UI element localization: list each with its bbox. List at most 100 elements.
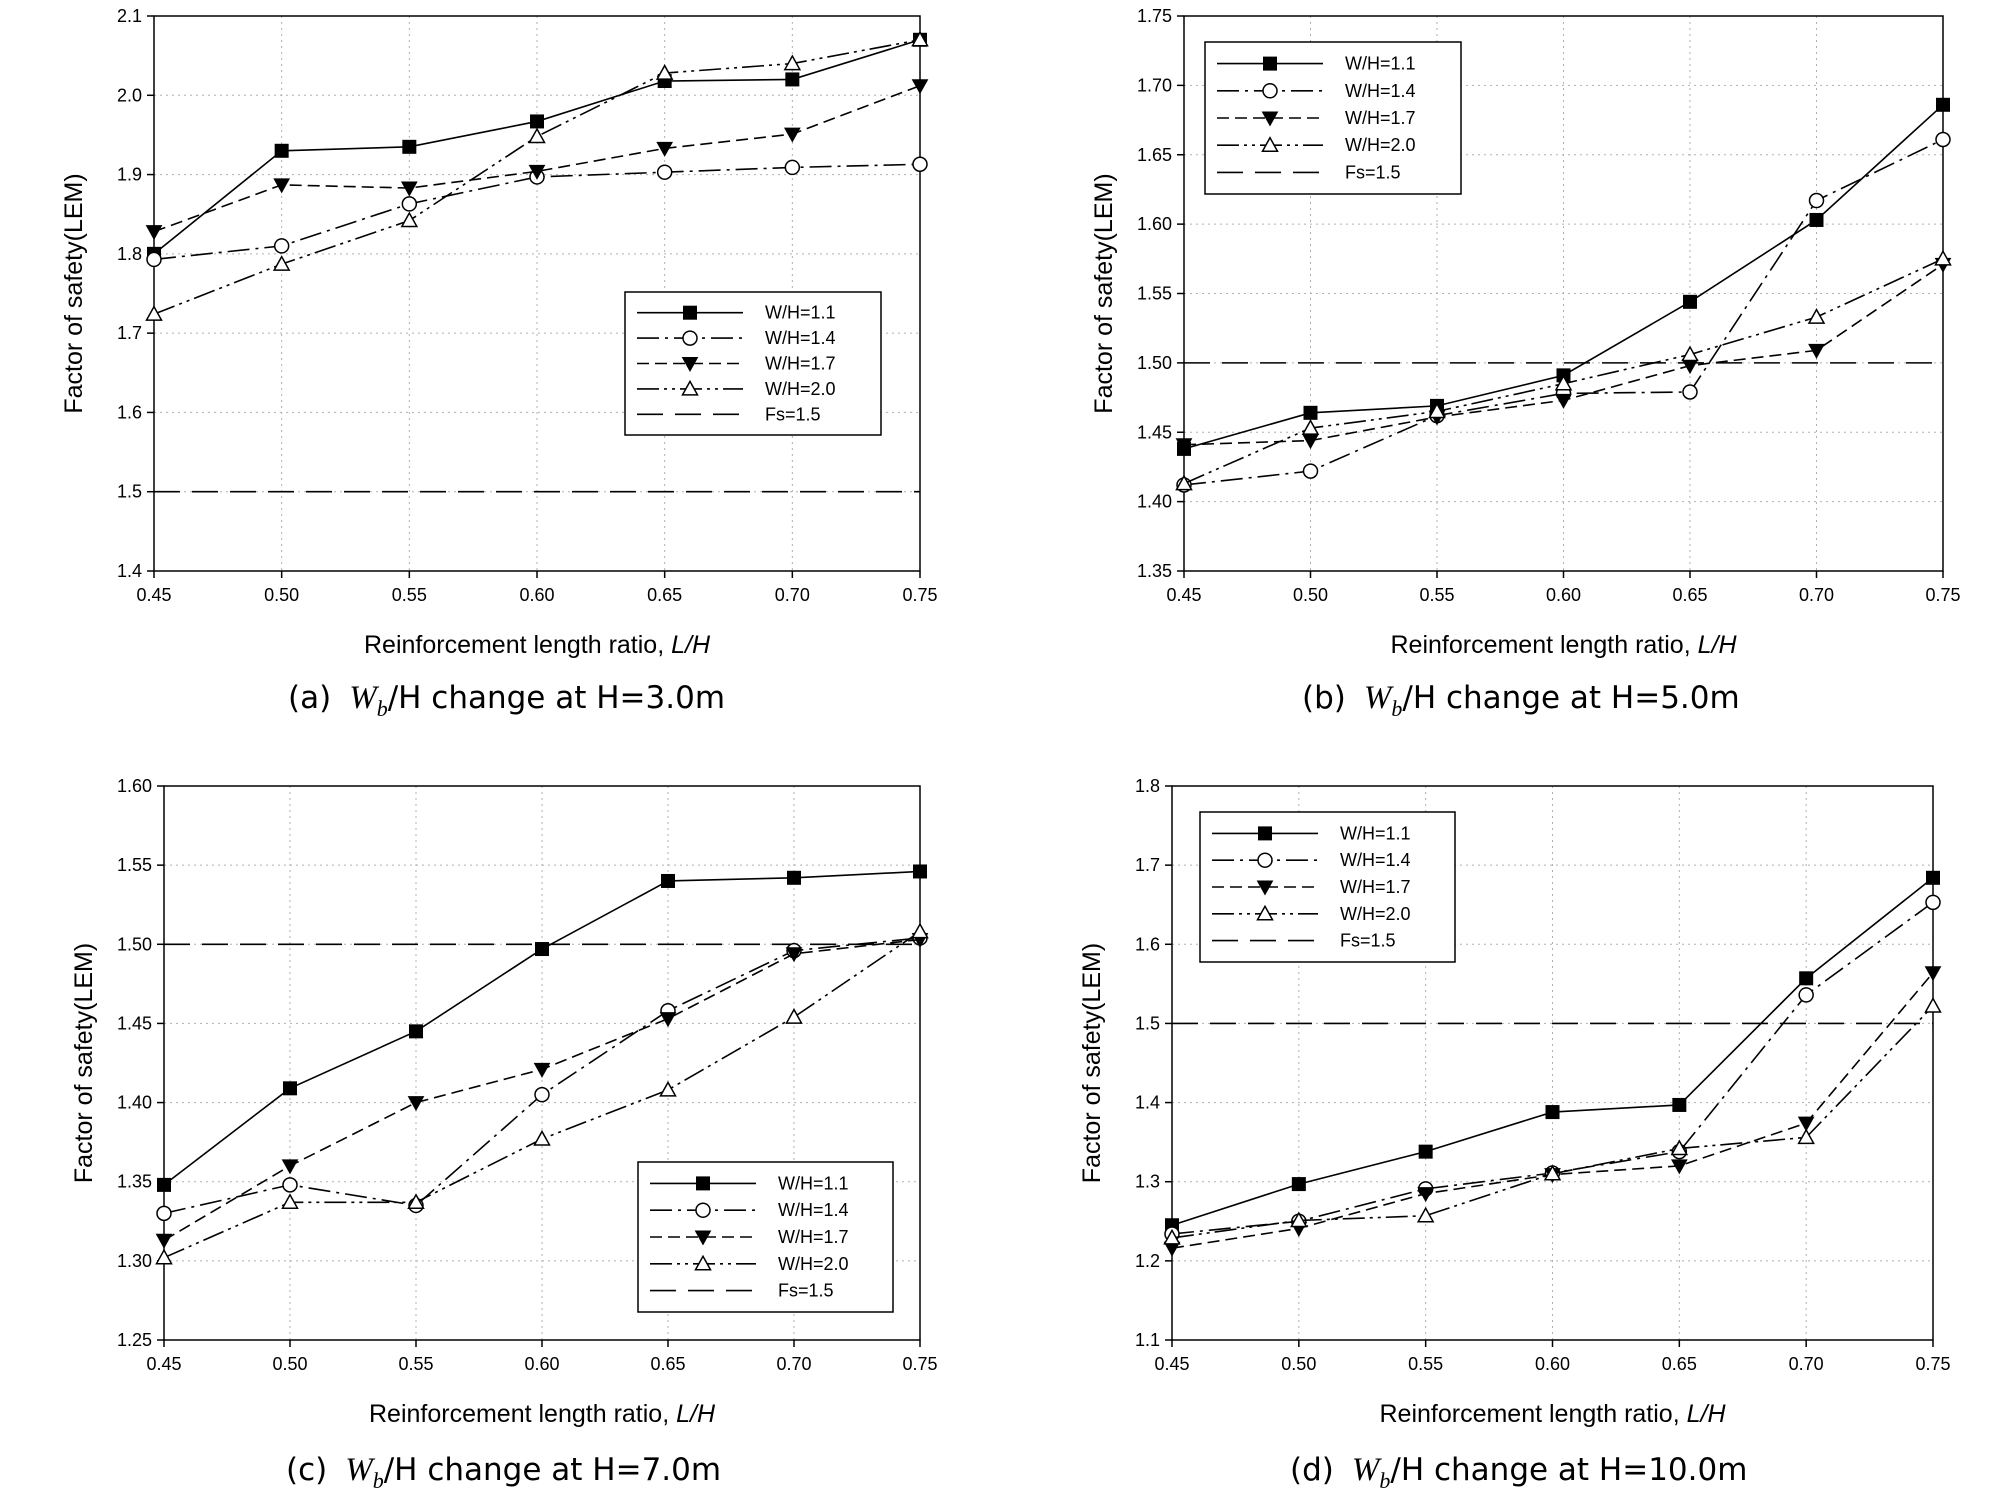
x-axis-title: Reinforcement length ratio, L/H xyxy=(1390,631,1737,659)
y-tick-label: 1.45 xyxy=(1137,422,1172,442)
data-point-marker xyxy=(661,873,675,888)
data-point-marker xyxy=(912,156,928,173)
caption-variable: W xyxy=(345,1452,375,1488)
legend-label: W/H=1.4 xyxy=(1345,81,1416,101)
y-tick-label: 1.40 xyxy=(1137,492,1172,512)
y-tick-label: 2.1 xyxy=(117,6,142,26)
data-point-marker xyxy=(401,196,418,212)
data-point-marker xyxy=(1808,343,1825,359)
x-tick-label: 0.60 xyxy=(1546,585,1581,605)
x-axis-title-text: Reinforcement length ratio, xyxy=(1379,1400,1686,1428)
data-point-marker xyxy=(911,30,929,47)
x-tick-label: 0.75 xyxy=(902,1354,937,1374)
data-point-marker xyxy=(1924,996,1942,1013)
data-point-marker xyxy=(655,64,674,80)
data-point-marker xyxy=(1797,1116,1815,1132)
legend: W/H=1.1 W/H=1.4 W/H=1.7 W/H=2.0 Fs=1.5 xyxy=(1204,41,1462,195)
legend-box xyxy=(1199,811,1456,963)
data-point-marker xyxy=(784,159,801,176)
legend-swatch-marker xyxy=(696,1176,710,1191)
data-point-marker xyxy=(911,922,929,939)
x-tick-label: 0.55 xyxy=(1408,1354,1443,1374)
caption-label: (c) xyxy=(286,1452,327,1488)
data-point-marker xyxy=(787,870,801,885)
data-point-marker xyxy=(1935,131,1951,148)
data-point-marker xyxy=(145,225,163,241)
legend-swatch-marker xyxy=(694,1230,712,1246)
legend-label: W/H=1.4 xyxy=(778,1200,849,1220)
y-tick-label: 1.30 xyxy=(117,1251,152,1271)
y-tick-label: 1.60 xyxy=(1137,214,1172,234)
data-point-marker xyxy=(1797,1128,1815,1145)
caption-label: (a) xyxy=(288,680,331,716)
x-tick-label: 0.50 xyxy=(1293,585,1328,605)
chart-panel-4: 0.45 0.50 0.55 0.60 0.65 0.70 0.75 1.1 1.2 1.3 1.4… xyxy=(1078,776,1951,1493)
y-tick-label: 1.6 xyxy=(1135,934,1160,954)
y-tick-label: 1.55 xyxy=(117,855,152,875)
data-point-marker xyxy=(913,864,927,879)
data-point-marker xyxy=(146,251,162,268)
series-line-3 xyxy=(1183,263,1944,446)
y-tick-label: 1.50 xyxy=(1137,353,1172,373)
x-axis-title-variable: L/H xyxy=(671,631,711,659)
x-axis-title-variable: L/H xyxy=(1687,1400,1727,1428)
x-tick-label: 0.65 xyxy=(650,1354,685,1374)
data-point-marker xyxy=(1417,1187,1435,1203)
data-point-marker xyxy=(1670,1139,1689,1156)
data-point-marker xyxy=(659,1080,677,1097)
legend-label: W/H=2.0 xyxy=(765,379,836,399)
data-point-marker xyxy=(272,255,291,271)
x-tick-label: 0.45 xyxy=(1154,1354,1189,1374)
caption-text: /H change at H=5.0m xyxy=(1402,680,1739,716)
y-tick-label: 1.4 xyxy=(117,561,142,581)
legend-label: W/H=1.7 xyxy=(1345,108,1416,128)
x-tick-label: 0.60 xyxy=(519,585,554,605)
data-point-marker xyxy=(1681,345,1699,362)
data-point-marker xyxy=(533,1062,551,1078)
data-point-marker xyxy=(1291,1177,1306,1192)
legend-swatch-marker xyxy=(1256,880,1274,896)
chart-panel-3: 0.45 0.50 0.55 0.60 0.65 0.70 0.75 1.25 1.30 1.35… xyxy=(70,776,938,1493)
legend-swatch-marker xyxy=(1263,56,1277,71)
data-point-marker xyxy=(785,947,803,963)
caption-text: /H change at H=10.0m xyxy=(1390,1452,1747,1488)
data-point-marker xyxy=(1682,384,1698,400)
y-tick-label: 1.25 xyxy=(117,1330,152,1350)
x-axis-title: Reinforcement length ratio, L/H xyxy=(364,631,711,659)
data-point-marker xyxy=(535,942,549,957)
data-point-marker xyxy=(1303,405,1318,420)
data-point-marker xyxy=(273,178,291,194)
legend-label: W/H=1.1 xyxy=(778,1173,849,1193)
data-point-marker xyxy=(1175,438,1193,454)
x-tick-label: 0.65 xyxy=(647,585,682,605)
y-tick-label: 1.75 xyxy=(1137,6,1172,26)
y-tick-label: 1.65 xyxy=(1137,145,1172,165)
caption-text: /H change at H=3.0m xyxy=(388,680,725,716)
legend-box xyxy=(624,291,882,436)
legend-label: W/H=1.1 xyxy=(765,303,836,323)
data-point-marker xyxy=(1924,966,1942,982)
data-point-marker xyxy=(145,305,163,321)
y-axis-title: Factor of safety(LEM) xyxy=(1078,943,1106,1183)
data-point-marker xyxy=(1428,402,1446,419)
x-tick-label: 0.75 xyxy=(1915,1354,1950,1374)
y-tick-label: 1.6 xyxy=(117,402,142,422)
x-tick-label: 0.50 xyxy=(272,1354,307,1374)
x-axis-title-variable: L/H xyxy=(676,1400,716,1428)
y-tick-label: 1.8 xyxy=(117,244,142,264)
legend-swatch-marker xyxy=(1257,852,1273,868)
legend-swatch-marker xyxy=(695,1202,711,1218)
y-tick-label: 1.9 xyxy=(117,165,142,185)
x-axis-title-text: Reinforcement length ratio, xyxy=(1390,631,1697,659)
data-point-marker xyxy=(155,1248,173,1265)
panel-caption: (d) Wb/H change at H=10.0m xyxy=(1290,1452,1747,1493)
data-point-marker xyxy=(783,127,801,143)
legend-label: W/H=2.0 xyxy=(778,1254,849,1274)
y-tick-label: 1.4 xyxy=(1135,1093,1160,1113)
x-tick-label: 0.55 xyxy=(1419,585,1454,605)
y-tick-label: 1.40 xyxy=(117,1093,152,1113)
data-point-marker xyxy=(283,1081,297,1096)
legend-swatch-marker xyxy=(1261,111,1279,127)
legend: W/H=1.1 W/H=1.4 W/H=1.7 W/H=2.0 Fs=1.5 xyxy=(1199,811,1456,963)
x-tick-label: 0.45 xyxy=(1166,585,1201,605)
